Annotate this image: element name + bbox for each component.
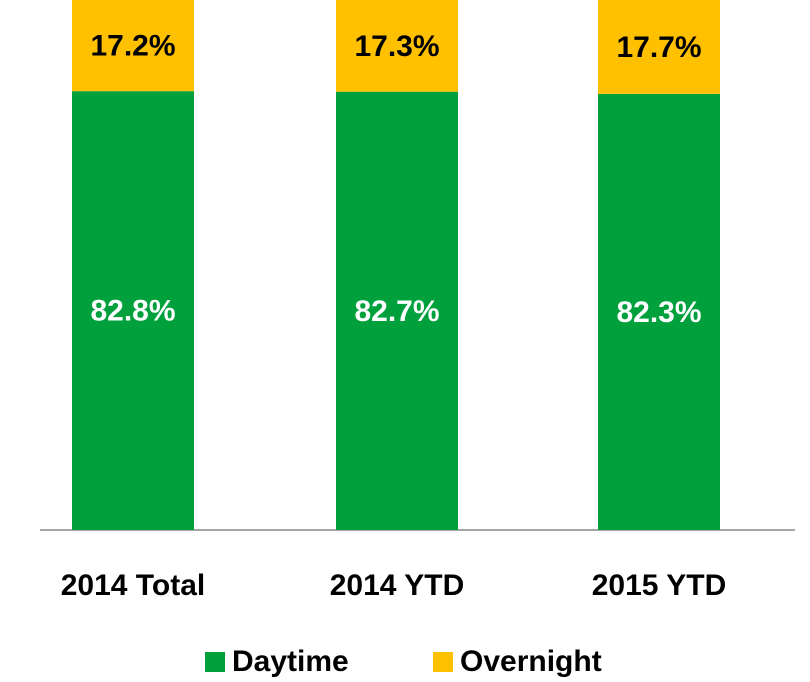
data-label: 82.3% (616, 296, 701, 329)
legend-label: Overnight (460, 645, 602, 678)
legend-label: Daytime (232, 645, 349, 678)
x-tick-label: 2015 YTD (592, 569, 727, 602)
data-label: 17.7% (616, 31, 701, 64)
bar-segment (598, 93, 720, 530)
data-label: 82.7% (354, 295, 439, 328)
data-label: 17.2% (90, 30, 175, 63)
legend-swatch (205, 652, 225, 672)
legend-swatch (433, 652, 453, 672)
bar-segment (72, 91, 194, 530)
bar-segment (72, 0, 194, 92)
bar-segment (598, 0, 720, 94)
x-tick-label: 2014 YTD (330, 569, 465, 602)
data-label: 17.3% (354, 30, 439, 63)
bar-segment (336, 91, 458, 530)
bar-segment (336, 0, 458, 92)
data-label: 82.8% (90, 295, 175, 328)
x-tick-label: 2014 Total (61, 569, 206, 602)
